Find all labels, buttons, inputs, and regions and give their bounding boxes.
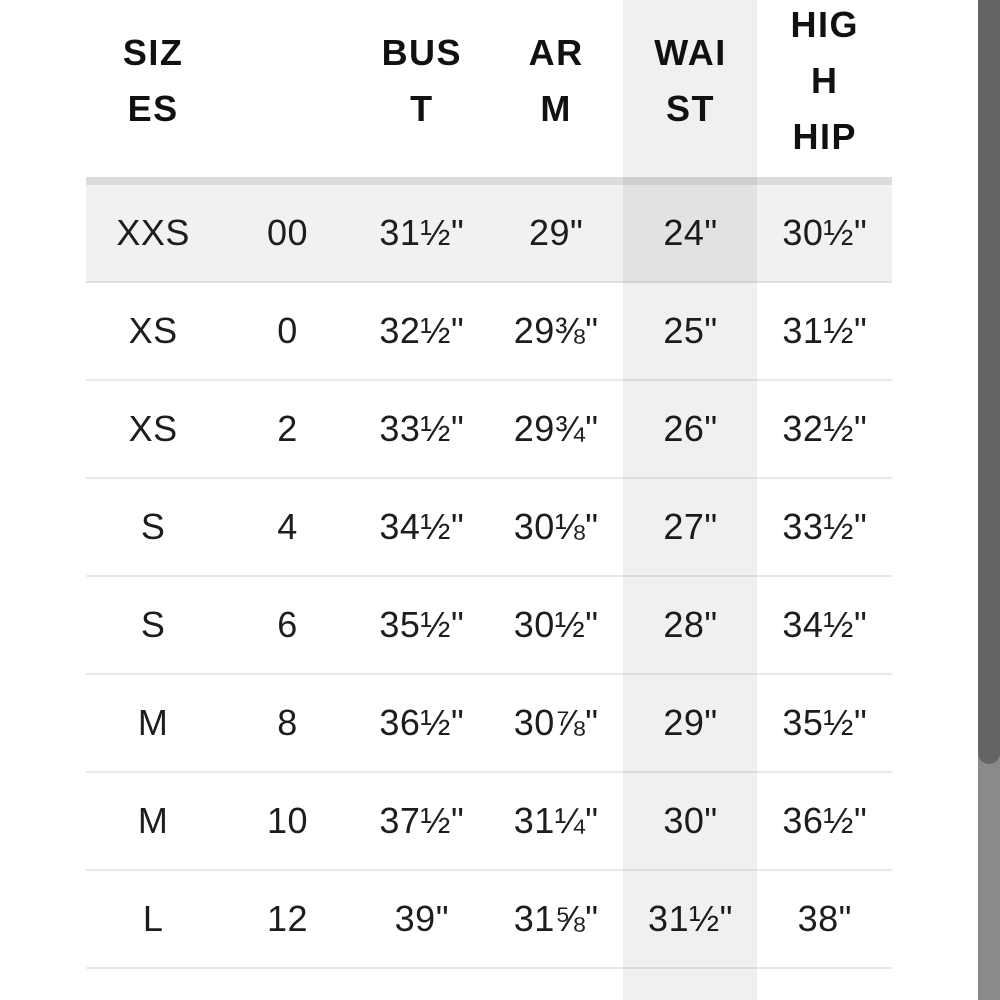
- header-bust: BUS T: [381, 31, 463, 129]
- cell-size-number: 4: [277, 506, 298, 547]
- table-row-m-8[interactable]: M 8 36½" 30⅞" 29" 35½": [86, 675, 892, 773]
- cell-waist: 24": [663, 212, 718, 253]
- cell-bust: 37½": [379, 800, 465, 841]
- table-row-xs-0[interactable]: XS 0 32½" 29⅜" 25" 31½": [86, 283, 892, 381]
- cell-arm: 31⅝": [513, 898, 599, 939]
- header-waist: WAI ST: [654, 31, 727, 129]
- cell-high-hip: 36½": [782, 800, 868, 841]
- header-arm: AR M: [528, 31, 584, 129]
- cell-size-label: S: [140, 604, 166, 645]
- table-row-s-6[interactable]: S 6 35½" 30½" 28" 34½": [86, 577, 892, 675]
- cell-size-label: S: [140, 506, 166, 547]
- cell-arm: 29⅜": [513, 310, 599, 351]
- cell-arm: 29": [528, 212, 584, 253]
- cell-waist: 27": [663, 506, 718, 547]
- scrollbar-track[interactable]: [978, 0, 1000, 1000]
- cell-bust: 35½": [379, 604, 465, 645]
- cell-high-hip: 38": [797, 898, 852, 939]
- cell-arm: 30½": [513, 604, 599, 645]
- size-chart-table: SIZ ES BUS T AR M WAI ST HIG H HIP XXS 0…: [86, 0, 892, 969]
- table-row-m-10[interactable]: M 10 37½" 31¼" 30" 36½": [86, 773, 892, 871]
- header-divider: [86, 177, 892, 185]
- header-numeric-size: [220, 0, 354, 177]
- cell-high-hip: 31½": [782, 310, 868, 351]
- cell-size-label: XS: [128, 310, 178, 351]
- cell-size-label: XS: [128, 408, 178, 449]
- cell-high-hip: 32½": [782, 408, 868, 449]
- cell-size-number: 10: [266, 800, 309, 841]
- cell-bust: 39": [394, 898, 449, 939]
- scrollbar-thumb[interactable]: [978, 0, 1000, 764]
- cell-high-hip: 33½": [782, 506, 868, 547]
- cell-arm: 30⅞": [513, 702, 599, 743]
- table-row-s-4[interactable]: S 4 34½" 30⅛" 27" 33½": [86, 479, 892, 577]
- cell-size-number: 00: [266, 212, 309, 253]
- cell-waist: 28": [663, 604, 718, 645]
- cell-size-number: 2: [277, 408, 298, 449]
- cell-high-hip: 34½": [782, 604, 868, 645]
- cell-size-number: 12: [266, 898, 309, 939]
- table-row-xs-2[interactable]: XS 2 33½" 29¾" 26" 32½": [86, 381, 892, 479]
- cell-bust: 34½": [379, 506, 465, 547]
- cell-bust: 36½": [379, 702, 465, 743]
- cell-arm: 30⅛": [513, 506, 599, 547]
- table-header-row: SIZ ES BUS T AR M WAI ST HIG H HIP: [86, 0, 892, 177]
- cell-size-number: 8: [277, 702, 298, 743]
- cell-size-number: 6: [277, 604, 298, 645]
- header-high-hip: HIG H HIP: [790, 3, 860, 157]
- header-sizes: SIZ ES: [122, 31, 184, 129]
- cell-bust: 32½": [379, 310, 465, 351]
- table-body: XXS 00 31½" 29" 24" 30½" XS 0 32½" 29⅜" …: [86, 185, 892, 969]
- cell-waist: 30": [663, 800, 718, 841]
- cell-waist: 29": [663, 702, 718, 743]
- cell-high-hip: 30½": [782, 212, 868, 253]
- cell-waist: 26": [663, 408, 718, 449]
- cell-bust: 33½": [379, 408, 465, 449]
- cell-arm: 31¼": [513, 800, 599, 841]
- cell-size-number: 0: [277, 310, 298, 351]
- table-row-xxs-00[interactable]: XXS 00 31½" 29" 24" 30½": [86, 185, 892, 283]
- cell-size-label: XXS: [116, 212, 190, 253]
- cell-waist: 25": [663, 310, 718, 351]
- cell-size-label: M: [137, 702, 169, 743]
- cell-size-label: L: [142, 898, 164, 939]
- cell-high-hip: 35½": [782, 702, 868, 743]
- cell-waist: 31½": [648, 898, 733, 939]
- cell-bust: 31½": [379, 212, 465, 253]
- cell-arm: 29¾": [513, 408, 599, 449]
- cell-size-label: M: [137, 800, 169, 841]
- table-row-l-12[interactable]: L 12 39" 31⅝" 31½" 38": [86, 871, 892, 969]
